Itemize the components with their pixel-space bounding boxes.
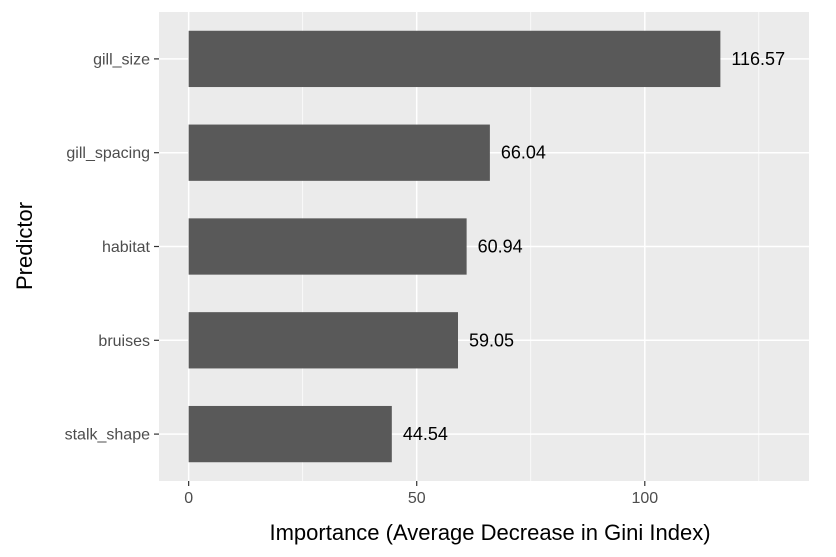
- y-tick-label: gill_spacing: [66, 145, 150, 162]
- x-tick-label: 50: [408, 490, 426, 507]
- bar-habitat: [188, 218, 467, 275]
- y-tick-label: stalk_shape: [65, 427, 150, 444]
- value-labels: 116.57 66.04 60.94 59.05 44.54: [403, 49, 785, 444]
- y-tick-label: gill_size: [93, 51, 150, 68]
- data-label-stalk_shape: 44.54: [403, 424, 448, 444]
- data-label-bruises: 59.05: [469, 330, 514, 350]
- x-tick-label: 100: [631, 490, 658, 507]
- y-tick-label: bruises: [98, 333, 150, 350]
- y-axis-title: Predictor: [12, 202, 37, 290]
- bars: [188, 30, 721, 463]
- y-tick-label: habitat: [102, 239, 151, 256]
- bar-stalk_shape: [188, 405, 392, 463]
- x-axis: 0 50 100: [184, 481, 658, 507]
- bar-bruises: [188, 312, 459, 369]
- bar-gill_size: [188, 30, 721, 88]
- data-label-gill_spacing: 66.04: [501, 143, 546, 163]
- bar-gill_spacing: [188, 124, 490, 181]
- data-label-gill_size: 116.57: [731, 49, 785, 69]
- data-label-habitat: 60.94: [478, 237, 523, 257]
- x-axis-title: Importance (Average Decrease in Gini Ind…: [269, 520, 710, 545]
- x-tick-label: 0: [184, 490, 193, 507]
